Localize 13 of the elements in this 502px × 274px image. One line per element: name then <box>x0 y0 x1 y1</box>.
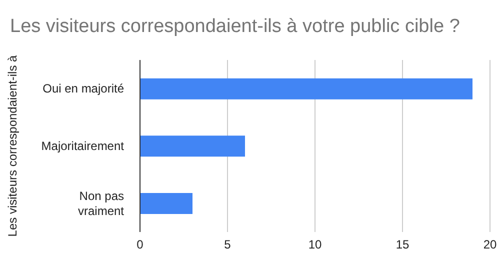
x-tick-label: 15 <box>396 238 410 252</box>
y-axis-title: Les visiteurs correspondaient-ils à <box>5 54 20 237</box>
bar <box>140 193 192 214</box>
x-tick-label: 10 <box>308 238 322 252</box>
y-tick-label: Majoritairement <box>41 139 125 153</box>
x-tick-label: 20 <box>483 238 497 252</box>
y-tick-label: Oui en majorité <box>42 82 124 96</box>
x-tick-label: 0 <box>136 238 144 252</box>
x-tick-label: 5 <box>224 238 232 252</box>
chart-title: Les visiteurs correspondaient-ils à votre public cible ? <box>10 16 460 38</box>
y-tick-label: Non pas vraiment <box>78 188 125 218</box>
bar <box>140 136 245 157</box>
bar <box>140 78 472 100</box>
